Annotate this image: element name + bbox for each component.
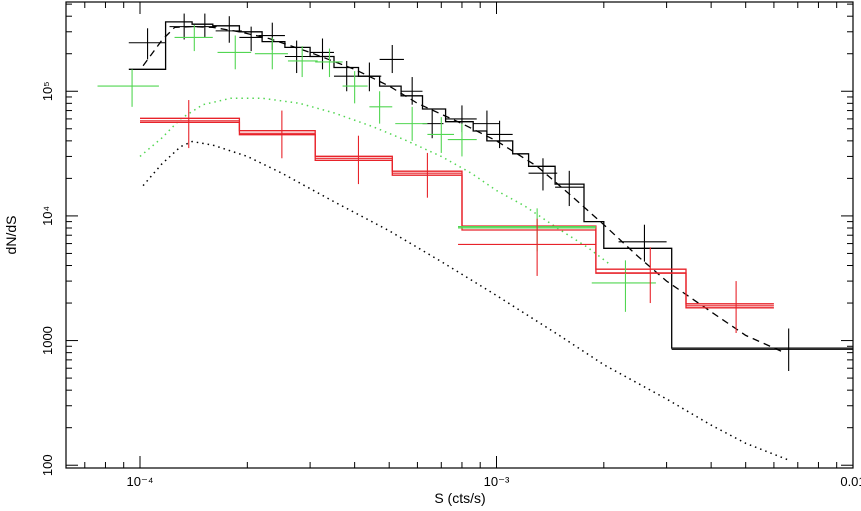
x-axis-label: S (cts/s) bbox=[434, 490, 485, 506]
data-point-s1-7 bbox=[369, 91, 393, 124]
data-point-s1-1 bbox=[174, 25, 213, 52]
model-curve-4-b bbox=[140, 121, 774, 309]
y-tick-label: 10⁵ bbox=[40, 81, 55, 101]
data-point-s1-2 bbox=[217, 35, 252, 70]
data-point-s2-2 bbox=[315, 135, 393, 185]
data-point-s1-3 bbox=[254, 37, 288, 70]
data-point-s2-0 bbox=[140, 100, 240, 149]
data-point-s0-9 bbox=[358, 62, 382, 92]
data-point-s1-4 bbox=[287, 46, 318, 78]
model-curves bbox=[128, 21, 853, 461]
data-point-s1-8 bbox=[395, 106, 428, 141]
data-point-s1-5 bbox=[315, 48, 343, 78]
data-point-s0-11 bbox=[401, 77, 423, 105]
data-point-s0-6 bbox=[284, 40, 311, 74]
model-curve-2 bbox=[139, 97, 612, 267]
data-point-s2-6 bbox=[685, 281, 774, 334]
data-point-s0-0 bbox=[128, 28, 166, 60]
y-tick-label: 1000 bbox=[40, 326, 55, 355]
data-points bbox=[97, 13, 853, 371]
data-point-s0-16 bbox=[528, 158, 558, 191]
x-tick-label: 10⁻⁴ bbox=[127, 474, 154, 489]
x-axis: 10⁻⁴ 10⁻³ 0.01 bbox=[84, 2, 861, 489]
model-curve-3 bbox=[142, 140, 789, 461]
y-axis: 100 1000 10⁴ 10⁵ bbox=[40, 3, 853, 476]
y-axis-label: dN/dS bbox=[3, 216, 19, 255]
data-point-s2-1 bbox=[239, 110, 316, 159]
plot-frame bbox=[65, 1, 854, 469]
data-point-s1-12 bbox=[591, 260, 656, 312]
data-point-s0-17 bbox=[555, 170, 585, 207]
data-point-s0-3 bbox=[215, 16, 242, 43]
model-curve-4-a bbox=[140, 117, 774, 305]
data-point-s2-3 bbox=[392, 152, 462, 198]
data-point-s1-0 bbox=[97, 69, 159, 107]
data-point-s0-10 bbox=[379, 44, 404, 74]
data-point-s1-10 bbox=[447, 123, 477, 157]
y-tick-label: 100 bbox=[40, 454, 55, 476]
data-point-s1-6 bbox=[342, 71, 368, 104]
data-point-s0-19 bbox=[671, 328, 853, 371]
data-point-s0-8 bbox=[333, 60, 361, 92]
data-point-s0-18 bbox=[618, 224, 667, 262]
y-tick-label: 10⁴ bbox=[40, 206, 55, 226]
data-point-s2-4 bbox=[458, 218, 596, 276]
data-point-s0-15 bbox=[486, 120, 513, 149]
x-tick-label: 10⁻³ bbox=[484, 474, 510, 489]
model-curve-0 bbox=[128, 21, 853, 349]
data-point-s0-2 bbox=[192, 13, 217, 38]
data-point-s0-4 bbox=[239, 26, 263, 52]
x-tick-label: 0.01 bbox=[840, 474, 861, 489]
data-point-s0-13 bbox=[445, 105, 477, 133]
data-point-s0-14 bbox=[473, 110, 500, 141]
data-point-s2-5 bbox=[595, 247, 686, 304]
data-point-s1-9 bbox=[427, 117, 455, 153]
